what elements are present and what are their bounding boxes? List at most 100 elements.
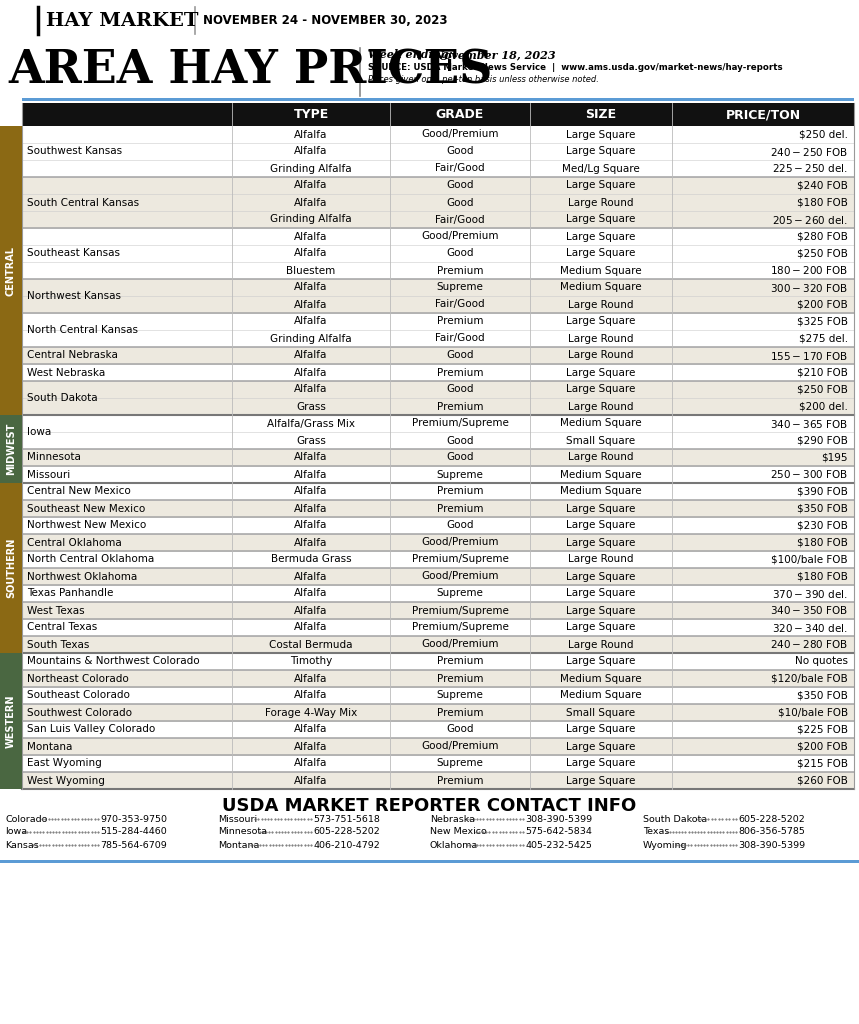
Text: Large Square: Large Square [566, 520, 636, 530]
Text: Good: Good [446, 725, 474, 734]
Bar [22, 103, 232, 126]
Text: Supreme: Supreme [436, 690, 484, 700]
Bar [0, 653, 22, 790]
Text: Alfalfa: Alfalfa [295, 299, 327, 309]
Bar [22, 381, 854, 398]
Bar [22, 194, 854, 211]
Text: Medium Square: Medium Square [560, 419, 642, 428]
Text: Fair/Good: Fair/Good [436, 214, 484, 224]
Text: Large Square: Large Square [566, 623, 636, 633]
Bar [22, 160, 854, 177]
Text: CENTRAL: CENTRAL [6, 246, 16, 296]
Text: Southwest Kansas: Southwest Kansas [27, 146, 122, 157]
Bar [22, 347, 854, 364]
Bar [22, 568, 854, 585]
Text: 806-356-5785: 806-356-5785 [738, 827, 805, 837]
Text: Good/Premium: Good/Premium [421, 571, 499, 582]
Bar [22, 296, 854, 313]
Text: 308-390-5399: 308-390-5399 [525, 814, 592, 823]
Text: Alfalfa: Alfalfa [295, 504, 327, 513]
Text: $155-$170 FOB: $155-$170 FOB [770, 349, 848, 361]
Bar [22, 636, 854, 653]
Bar [22, 415, 854, 432]
Bar [22, 313, 854, 330]
Text: Large Square: Large Square [566, 249, 636, 258]
Text: Large Square: Large Square [566, 146, 636, 157]
Text: Forage 4-Way Mix: Forage 4-Way Mix [265, 708, 357, 718]
Text: $230 FOB: $230 FOB [797, 520, 848, 530]
Text: Supreme: Supreme [436, 589, 484, 598]
Bar [22, 177, 854, 194]
Text: $240-$280 FOB: $240-$280 FOB [770, 639, 848, 650]
Text: $370-$390 del.: $370-$390 del. [772, 588, 848, 599]
Text: Supreme: Supreme [436, 469, 484, 479]
Text: Alfalfa: Alfalfa [295, 759, 327, 768]
Text: Central Texas: Central Texas [27, 623, 97, 633]
Text: Alfalfa: Alfalfa [295, 146, 327, 157]
Text: Mountains & Northwest Colorado: Mountains & Northwest Colorado [27, 656, 199, 667]
Text: Good: Good [446, 435, 474, 445]
Bar [22, 772, 854, 790]
Text: Good: Good [446, 198, 474, 208]
Text: Large Square: Large Square [566, 231, 636, 242]
Text: Montana: Montana [218, 841, 259, 850]
Text: $100/bale FOB: $100/bale FOB [771, 555, 848, 564]
Text: Large Square: Large Square [566, 725, 636, 734]
Text: 405-232-5425: 405-232-5425 [525, 841, 592, 850]
Text: $340-$365 FOB: $340-$365 FOB [770, 418, 848, 429]
Bar [22, 364, 854, 381]
Text: Alfalfa: Alfalfa [295, 180, 327, 190]
Bar [22, 398, 854, 415]
Text: Timothy: Timothy [289, 656, 332, 667]
Text: Large Square: Large Square [566, 214, 636, 224]
Bar [22, 466, 854, 483]
Bar [22, 653, 854, 670]
Text: Bluestem: Bluestem [286, 265, 336, 275]
Text: 970-353-9750: 970-353-9750 [100, 814, 167, 823]
Bar [22, 98, 854, 101]
Text: Texas Panhandle: Texas Panhandle [27, 589, 113, 598]
Text: 605-228-5202: 605-228-5202 [313, 827, 380, 837]
Text: Supreme: Supreme [436, 283, 484, 293]
Text: Alfalfa: Alfalfa [295, 350, 327, 360]
Text: Northwest Kansas: Northwest Kansas [27, 291, 121, 301]
Bar [22, 228, 854, 245]
Text: Alfalfa: Alfalfa [295, 623, 327, 633]
Text: Alfalfa: Alfalfa [295, 674, 327, 683]
Text: Alfalfa: Alfalfa [295, 129, 327, 139]
Text: Good: Good [446, 453, 474, 463]
Text: $325 FOB: $325 FOB [797, 316, 848, 327]
Bar [22, 670, 854, 687]
Text: West Wyoming: West Wyoming [27, 775, 105, 785]
Text: Southeast New Mexico: Southeast New Mexico [27, 504, 145, 513]
Text: Large Round: Large Round [569, 334, 634, 343]
Text: Alfalfa: Alfalfa [295, 775, 327, 785]
Text: Alfalfa: Alfalfa [295, 571, 327, 582]
Text: Prices given on a per-ton basis unless otherwise noted.: Prices given on a per-ton basis unless o… [368, 76, 599, 85]
Text: Kansas: Kansas [5, 841, 39, 850]
Text: Large Round: Large Round [569, 198, 634, 208]
Text: Wyoming: Wyoming [643, 841, 687, 850]
Text: Northeast Colorado: Northeast Colorado [27, 674, 129, 683]
Text: Supreme: Supreme [436, 759, 484, 768]
Text: 785-564-6709: 785-564-6709 [100, 841, 167, 850]
Text: Medium Square: Medium Square [560, 469, 642, 479]
Text: 573-751-5618: 573-751-5618 [313, 814, 380, 823]
Text: Alfalfa: Alfalfa [295, 249, 327, 258]
Text: Premium/Supreme: Premium/Supreme [411, 605, 509, 615]
Text: NOVEMBER 24 - NOVEMBER 30, 2023: NOVEMBER 24 - NOVEMBER 30, 2023 [203, 14, 448, 28]
Text: $120/bale FOB: $120/bale FOB [771, 674, 848, 683]
Text: Premium: Premium [436, 656, 484, 667]
Text: Large Round: Large Round [569, 401, 634, 412]
Text: Premium/Supreme: Premium/Supreme [411, 555, 509, 564]
Bar [22, 143, 854, 160]
Text: Large Square: Large Square [566, 384, 636, 394]
Text: $350 FOB: $350 FOB [797, 690, 848, 700]
Text: Large Square: Large Square [566, 656, 636, 667]
Text: 406-210-4792: 406-210-4792 [313, 841, 380, 850]
Text: Iowa: Iowa [27, 427, 52, 437]
Text: Large Square: Large Square [566, 759, 636, 768]
Text: South Texas: South Texas [27, 640, 89, 649]
Text: Large Square: Large Square [566, 180, 636, 190]
Text: $290 FOB: $290 FOB [797, 435, 848, 445]
